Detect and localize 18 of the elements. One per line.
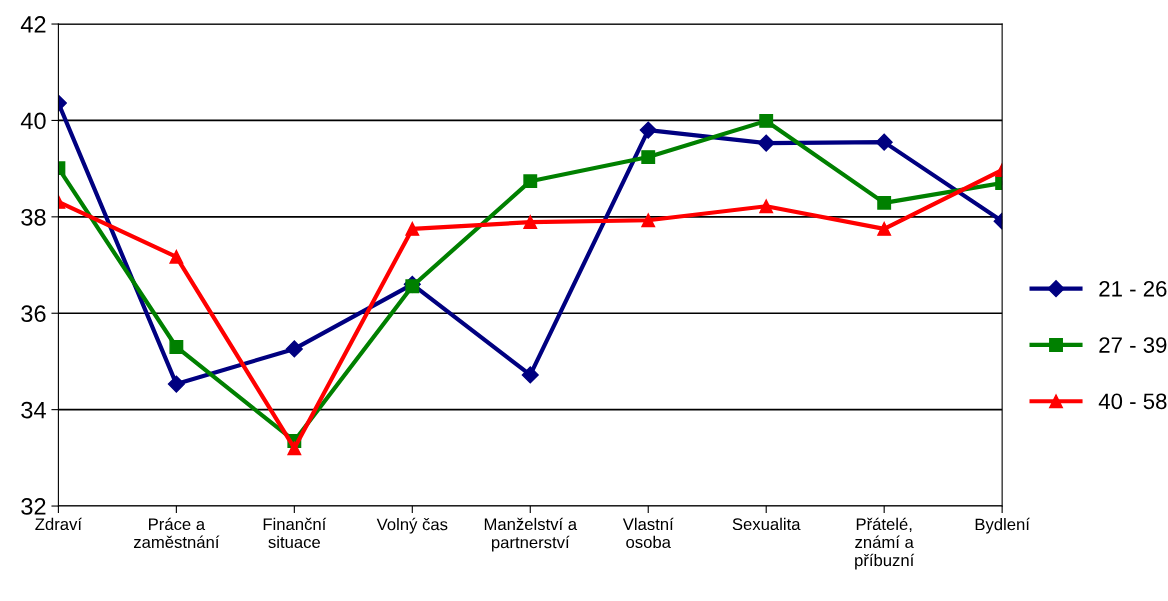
x-tick-label: Finanční situace bbox=[263, 517, 327, 549]
x-tick-label: Práce a zaměstnání bbox=[133, 517, 220, 549]
legend-label: 40 - 58 bbox=[1098, 393, 1167, 410]
x-tick-label: Vlastní osoba bbox=[622, 517, 674, 549]
y-tick-label: 42 bbox=[20, 16, 46, 33]
legend-label: 21 - 26 bbox=[1099, 280, 1167, 297]
y-tick-label: 36 bbox=[21, 305, 46, 323]
x-tick-label: Volný čas bbox=[376, 517, 448, 534]
x-tick-label: Bydlení bbox=[975, 517, 1030, 534]
y-tick-label: 32 bbox=[21, 498, 46, 515]
x-tick-label: Manželství a partnerství bbox=[484, 517, 578, 552]
y-tick-label: 34 bbox=[21, 401, 46, 419]
x-tick-label: Sexualita bbox=[732, 517, 801, 531]
legend-label: 27 - 39 bbox=[1099, 337, 1167, 353]
y-tick-label: 40 bbox=[20, 112, 46, 130]
y-tick-label: 38 bbox=[21, 208, 46, 226]
x-tick-label: Přátelé, známí a příbuzní bbox=[855, 517, 915, 570]
x-tick-label: Zdraví bbox=[35, 517, 82, 531]
